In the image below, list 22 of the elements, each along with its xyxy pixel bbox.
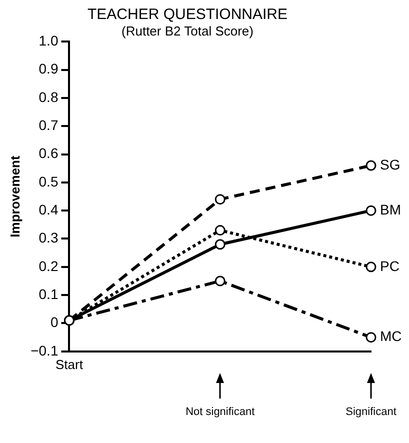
text: Not significant bbox=[186, 406, 255, 418]
y-tick-label: 0.9 bbox=[38, 60, 58, 77]
y-tick-label: 0.2 bbox=[38, 258, 58, 274]
text: Significant bbox=[346, 406, 396, 418]
chart-title: TEACHER QUESTIONNAIRE bbox=[87, 6, 288, 24]
y-tick-label: 0.4 bbox=[38, 201, 58, 218]
y-tick-label: 0.1 bbox=[38, 286, 58, 302]
y-tick-label: 0.5 bbox=[38, 173, 58, 190]
y-tick-label: −0.1 bbox=[30, 342, 58, 358]
x-tick-label: Start bbox=[56, 356, 84, 372]
y-tick-label: 0.8 bbox=[38, 88, 58, 105]
series-label: BM bbox=[380, 201, 401, 218]
y-tick-label: 0 bbox=[50, 314, 58, 330]
series-label: SG bbox=[380, 156, 400, 172]
y-tick-label: 0.3 bbox=[38, 230, 58, 246]
y-axis-title: Improvement bbox=[7, 155, 22, 238]
series-label: PC bbox=[380, 258, 400, 274]
y-tick-label: 0.7 bbox=[38, 116, 58, 133]
series-label: MC bbox=[380, 328, 402, 344]
y-tick-label: 1.0 bbox=[38, 32, 58, 48]
y-tick-label: 0.6 bbox=[38, 145, 58, 162]
chart-subtitle: (Rutter B2 Total Score) bbox=[122, 23, 254, 38]
